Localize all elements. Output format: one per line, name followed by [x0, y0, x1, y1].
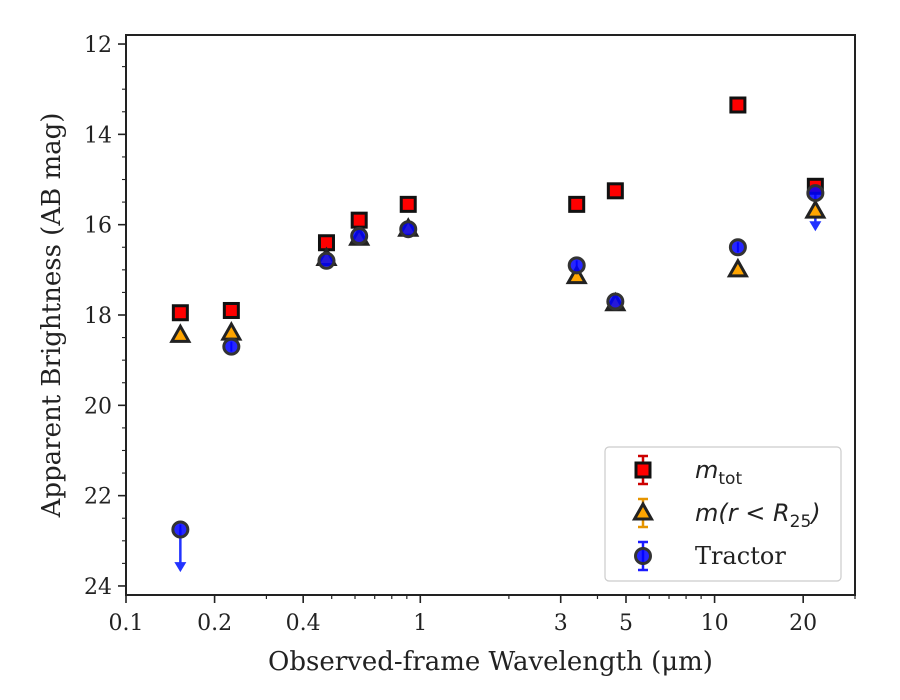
x-tick-label: 3 [554, 611, 568, 636]
plot-area-frame [125, 34, 856, 596]
tractor-point [171, 520, 190, 539]
mtot-point [729, 96, 747, 114]
legend-marker [631, 500, 655, 521]
legend-label: Tractor [695, 542, 786, 570]
mtot-point [606, 182, 624, 200]
tractor-limit-arrowhead [809, 221, 822, 232]
legend-marker [634, 461, 652, 479]
y-tick-label: 14 [84, 123, 112, 148]
m-r25-point [169, 323, 192, 343]
m-r25-point [726, 257, 749, 278]
x-tick-label: 10 [701, 611, 729, 636]
m-r25-point [220, 321, 243, 341]
data-points [169, 96, 827, 539]
legend-box [604, 446, 842, 582]
tractor-point [806, 184, 825, 203]
tractor-point [222, 337, 241, 356]
x-tick-label: 1 [413, 611, 427, 636]
y-axis-title: Apparent Brightness (AB mag) [37, 113, 67, 519]
mtot-point [222, 301, 240, 319]
y-tick-label: 18 [84, 304, 112, 329]
legend-marker [634, 547, 652, 565]
x-tick-label: 20 [789, 611, 817, 636]
mtot-point [399, 195, 417, 213]
y-tick-label: 22 [84, 485, 112, 510]
axes-ticks: 0.1 0.2 0.4 1 3 5 10 20 12 14 16 18 20 22 24 [84, 33, 856, 636]
tractor-point [728, 238, 747, 257]
x-axis-title: Observed-frame Wavelength (μm) [268, 647, 713, 677]
legend: mtot m(r < R25) Tractor [604, 446, 842, 582]
m-r25-point [804, 199, 827, 219]
tractor-point [567, 256, 586, 275]
y-tick-label: 12 [84, 33, 112, 58]
y-tick-label: 24 [84, 575, 112, 600]
tractor-point [317, 251, 336, 270]
mtot-point [350, 211, 368, 229]
x-tick-label: 0.2 [197, 611, 232, 636]
mtot-point [171, 304, 189, 322]
y-tick-label: 20 [84, 394, 112, 419]
legend-label: m(r < R25) [695, 499, 821, 532]
legend-label: mtot [695, 456, 742, 489]
x-tick-label: 0.4 [286, 611, 321, 636]
tractor-point [350, 226, 369, 245]
tractor-point [606, 292, 625, 311]
mtot-point [568, 195, 586, 213]
x-tick-label: 0.1 [109, 611, 144, 636]
tractor-point [399, 220, 418, 239]
tractor-limit-arrowhead [174, 562, 187, 573]
x-tick-label: 5 [619, 611, 633, 636]
m-r25-point [565, 264, 588, 285]
y-tick-label: 16 [84, 214, 112, 239]
